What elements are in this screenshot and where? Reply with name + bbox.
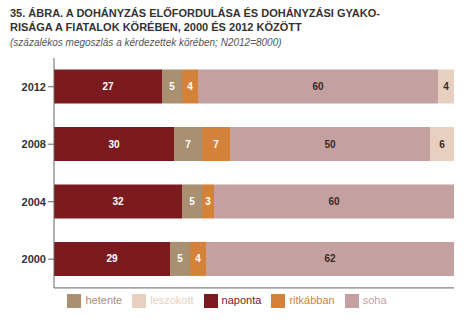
svg-text:2000: 2000 — [22, 253, 46, 265]
html-text:(százalékos megoszlás a kérdez: (százalékos megoszlás a kérdezettek köré… — [10, 37, 282, 48]
svg-text:50: 50 — [324, 139, 336, 150]
svg-text:2012: 2012 — [22, 81, 46, 93]
svg-text:2008: 2008 — [22, 138, 46, 150]
html-text:35. ÁBRA. A DOHÁNYZÁS ELŐFORDU: 35. ÁBRA. A DOHÁNYZÁS ELŐFORDULÁSA ÉS DO… — [10, 7, 380, 19]
html-text:ritkábban: ritkábban — [289, 293, 335, 306]
svg-text:32: 32 — [112, 196, 124, 207]
svg-text:27: 27 — [102, 81, 114, 92]
svg-text:60: 60 — [328, 196, 340, 207]
svg-text:4: 4 — [443, 81, 449, 92]
svg-text:5: 5 — [169, 81, 175, 92]
svg-text:29: 29 — [106, 253, 118, 264]
html-text:naponta: naponta — [221, 293, 262, 306]
svg-text:2004: 2004 — [22, 196, 47, 208]
svg-text:7: 7 — [213, 139, 219, 150]
svg-text:3: 3 — [205, 196, 211, 207]
svg-text:30: 30 — [108, 139, 120, 150]
svg-text:62: 62 — [324, 253, 336, 264]
html-text:hetente: hetente — [85, 293, 123, 306]
html-text:soha: soha — [362, 293, 387, 306]
svg-text:4: 4 — [195, 253, 201, 264]
svg-text:5: 5 — [189, 196, 195, 207]
svg-text:7: 7 — [185, 139, 191, 150]
html-text:RISÁGA A FIATALOK KÖRÉBEN, 200: RISÁGA A FIATALOK KÖRÉBEN, 2000 ÉS 2012 … — [10, 21, 302, 33]
svg-text:6: 6 — [439, 139, 445, 150]
svg-text:4: 4 — [187, 81, 193, 92]
svg-text:5: 5 — [177, 253, 183, 264]
svg-text:60: 60 — [312, 81, 324, 92]
html-text:leszokott: leszokott — [150, 293, 194, 306]
